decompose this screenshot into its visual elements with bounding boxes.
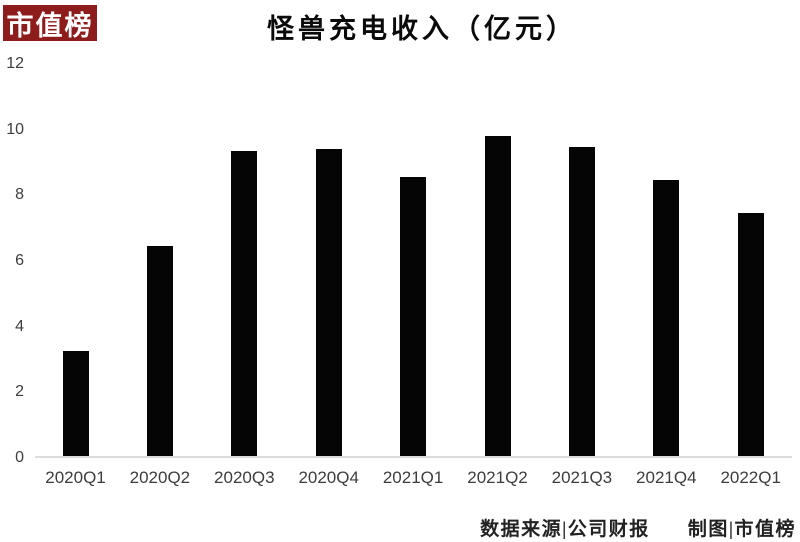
- footer: 数据来源|公司财报 制图|市值榜: [480, 514, 796, 541]
- logo-text: 市值榜: [6, 10, 94, 41]
- shizhibang-logo: 市值榜: [3, 5, 97, 41]
- bar-2020Q3: [231, 150, 258, 456]
- bar-2021Q1: [400, 176, 427, 456]
- bar-2021Q2: [484, 135, 511, 456]
- bar-2020Q4: [315, 149, 342, 456]
- bar-2021Q3: [568, 147, 595, 456]
- y-tick-label: 4: [15, 317, 24, 335]
- y-tick-label: 12: [6, 55, 24, 72]
- x-tick-label: 2021Q3: [551, 468, 613, 487]
- x-tick-label: 2022Q1: [720, 468, 781, 487]
- x-tick-label: 2021Q1: [382, 468, 444, 487]
- x-tick-label: 2020Q1: [45, 468, 106, 487]
- x-tick-label: 2021Q4: [636, 468, 697, 487]
- x-tick-label: 2020Q3: [214, 468, 275, 487]
- chart-title: 怪兽充电收入（亿元）: [267, 14, 577, 44]
- x-tick-label: 2021Q2: [467, 468, 528, 487]
- chart-credit-label: 制图|市值榜: [687, 519, 796, 540]
- y-tick-label: 10: [6, 120, 24, 138]
- bar-2021Q4: [653, 180, 680, 456]
- y-tick-label: 2: [15, 383, 24, 401]
- bar-2020Q1: [62, 350, 89, 456]
- plot-area: [35, 64, 792, 458]
- bar-2020Q2: [146, 245, 173, 456]
- x-tick-label: 2020Q4: [298, 468, 359, 487]
- x-tick-label: 2020Q2: [129, 468, 191, 487]
- y-tick-label: 0: [15, 449, 24, 466]
- bar-2022Q1: [737, 213, 764, 456]
- y-tick-label: 6: [15, 252, 24, 269]
- data-source-label: 数据来源|公司财报: [480, 519, 650, 540]
- y-tick-label: 8: [15, 186, 24, 204]
